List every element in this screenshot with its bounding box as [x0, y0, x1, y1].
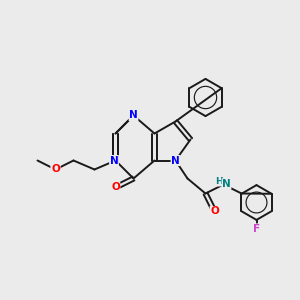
Text: N: N — [110, 155, 118, 166]
Text: N: N — [171, 155, 180, 166]
Text: N: N — [222, 179, 231, 189]
Text: O: O — [51, 164, 60, 175]
Text: O: O — [51, 164, 60, 175]
Text: O: O — [210, 206, 219, 217]
Text: N: N — [129, 110, 138, 121]
Text: O: O — [111, 182, 120, 193]
Text: H: H — [215, 177, 223, 186]
Text: F: F — [253, 224, 260, 234]
